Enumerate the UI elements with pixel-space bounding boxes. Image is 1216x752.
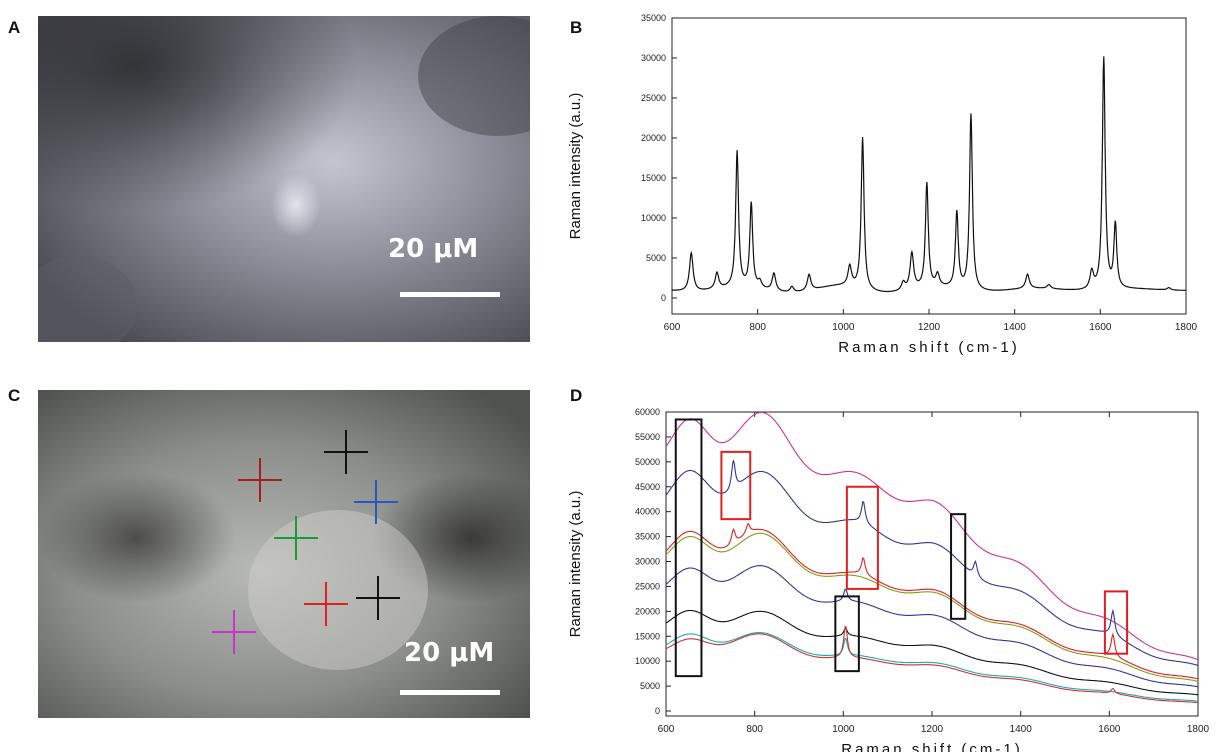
- x-tick-label: 1400: [1004, 322, 1027, 333]
- y-tick-label: 35000: [635, 532, 660, 542]
- chart-b: 600 800 1000 1200 1400 1600 1800 0 5000 10000 1500…: [567, 13, 1198, 356]
- plot-frame: [671, 17, 1187, 315]
- spectrum-series-line: [665, 565, 1199, 688]
- crosshair-marker: [238, 458, 282, 502]
- y-tick-label: 20000: [635, 606, 660, 616]
- x-tick-label: 800: [746, 724, 763, 735]
- panel-letter-a: A: [8, 18, 21, 37]
- peak-highlight-box: [834, 595, 860, 673]
- peak-highlight-box: [720, 450, 752, 521]
- peak-highlight-box: [845, 485, 879, 590]
- y-tick-label: 45000: [635, 482, 660, 492]
- x-tick-label: 1200: [918, 322, 941, 333]
- y-tick-label: 20000: [641, 133, 666, 143]
- x-tick-label: 1800: [1187, 724, 1210, 735]
- x-tick-label: 1400: [1010, 724, 1033, 735]
- x-tick-label: 1600: [1089, 322, 1112, 333]
- spectrum-series-line: [665, 626, 1199, 704]
- y-tick-label: 15000: [641, 173, 666, 183]
- y-tick-label: 35000: [641, 13, 666, 23]
- crosshair-marker: [304, 582, 348, 626]
- spectrum-series-line: [665, 460, 1199, 666]
- spectrum-series-line: [665, 411, 1199, 661]
- micrograph-a-image: [38, 16, 530, 342]
- y-tick-label: 25000: [635, 581, 660, 591]
- spectrum-series-line: [665, 632, 1199, 702]
- y-tick-label: 30000: [635, 557, 660, 567]
- spectrum-series-line: [665, 609, 1199, 696]
- chart-d: 600 800 1000 1200 1400 1600 1800 0 5000 10000 1500…: [567, 407, 1210, 752]
- x-tick-label: 1600: [1098, 724, 1121, 735]
- y-tick-label: 10000: [641, 213, 666, 223]
- crosshair-marker: [356, 576, 400, 620]
- y-tick-label: 15000: [635, 631, 660, 641]
- y-tick-label: 10000: [635, 656, 660, 666]
- scale-bar-a: [400, 292, 500, 297]
- y-tick-label: 25000: [641, 93, 666, 103]
- y-axis-label: Raman intensity (a.u.): [567, 93, 584, 240]
- y-tick-label: 0: [655, 706, 660, 716]
- y-tick-label: 50000: [635, 457, 660, 467]
- peak-highlight-box: [950, 513, 967, 620]
- spectrum-series-line: [665, 522, 1199, 680]
- crosshair-marker: [274, 516, 318, 560]
- x-tick-label: 600: [658, 724, 675, 735]
- y-tick-label: 60000: [635, 407, 660, 417]
- y-tick-label: 55000: [635, 432, 660, 442]
- y-tick-label: 5000: [640, 681, 660, 691]
- x-tick-label: 600: [664, 322, 681, 333]
- spectrum-series-line: [665, 532, 1199, 682]
- x-tick-label: 1000: [832, 322, 855, 333]
- crosshair-layer: [212, 430, 400, 654]
- peak-highlight-box: [1103, 590, 1129, 655]
- panel-letter-b: B: [570, 18, 583, 37]
- peak-highlight-box: [674, 418, 703, 678]
- scale-label-a: 20 μM: [388, 234, 479, 264]
- panel-letter-d: D: [570, 386, 583, 405]
- x-axis-label: Raman shift (cm-1): [838, 339, 1020, 356]
- scale-bar-c: [400, 690, 500, 695]
- micrograph-c: 20 μM: [38, 390, 530, 718]
- x-tick-label: 800: [749, 322, 766, 333]
- x-tick-label: 1000: [832, 724, 855, 735]
- micrograph-a: 20 μM: [38, 16, 530, 342]
- micrograph-c-image: [38, 390, 530, 718]
- y-tick-label: 5000: [646, 253, 666, 263]
- y-tick-label: 0: [661, 293, 666, 303]
- crosshair-marker: [212, 610, 256, 654]
- y-tick-label: 40000: [635, 507, 660, 517]
- panel-letter-c: C: [8, 386, 21, 405]
- y-axis-label: Raman intensity (a.u.): [567, 491, 584, 638]
- crosshair-marker: [324, 430, 368, 474]
- x-tick-label: 1800: [1175, 322, 1198, 333]
- spectrum-line: [672, 56, 1186, 293]
- x-axis-label: Raman shift (cm-1): [841, 741, 1023, 752]
- scale-label-c: 20 μM: [404, 638, 495, 668]
- y-tick-label: 30000: [641, 53, 666, 63]
- x-tick-label: 1200: [921, 724, 944, 735]
- crosshair-marker: [354, 480, 398, 524]
